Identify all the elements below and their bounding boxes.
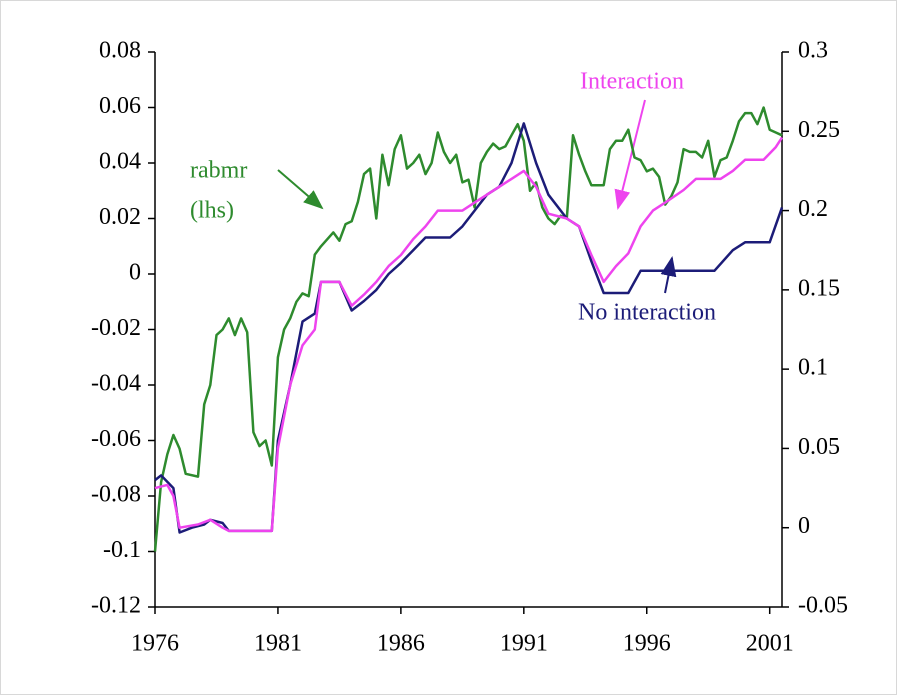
annotation: rabmr [190, 158, 247, 184]
annotation: (lhs) [190, 198, 234, 224]
x-tick-label: 1981 [254, 631, 302, 657]
y-tick-label: 0 [129, 260, 141, 286]
y-tick-label: -0.1 [103, 537, 141, 563]
y-tick-label: 0.06 [99, 93, 141, 119]
x-tick-label: 1976 [131, 631, 179, 657]
y2-tick-label: 0.2 [798, 196, 828, 222]
x-tick-label: 1996 [623, 631, 671, 657]
y2-tick-label: 0.25 [798, 117, 840, 143]
y2-tick-label: 0 [798, 513, 810, 539]
y2-tick-label: 0.3 [798, 38, 828, 64]
y-tick-label: -0.02 [91, 315, 141, 341]
series-line [154, 136, 784, 533]
annotation: No interaction [578, 300, 716, 326]
series-line [154, 122, 784, 534]
y2-tick-label: 0.1 [798, 355, 828, 381]
arrow [660, 256, 677, 294]
y-tick-label: -0.08 [91, 482, 141, 508]
arrow [277, 169, 324, 210]
y2-tick-label: -0.05 [798, 593, 848, 619]
x-tick-label: 2001 [746, 631, 794, 657]
y-tick-label: 0.08 [99, 38, 141, 64]
y-tick-label: -0.12 [91, 593, 141, 619]
y-tick-label: -0.04 [91, 371, 141, 397]
x-tick-label: 1991 [500, 631, 548, 657]
y2-tick-label: 0.05 [798, 434, 840, 460]
arrow [614, 99, 646, 210]
y-tick-label: -0.06 [91, 426, 141, 452]
y-tick-label: 0.02 [99, 204, 141, 230]
x-tick-label: 1986 [377, 631, 425, 657]
y-tick-label: 0.04 [99, 149, 141, 175]
series-line [153, 106, 783, 552]
y2-tick-label: 0.15 [798, 275, 840, 301]
annotation: Interaction [580, 69, 684, 95]
plot-area [154, 52, 783, 608]
